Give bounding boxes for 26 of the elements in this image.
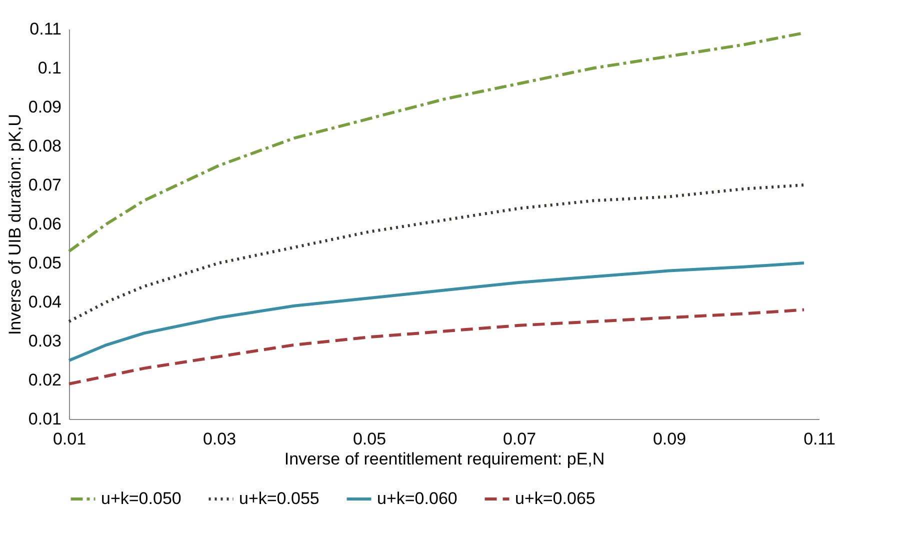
y-tick-label: 0.11	[30, 20, 62, 38]
y-tick-label: 0.03	[28, 332, 62, 350]
x-tick-label: 0.11	[804, 430, 836, 448]
x-tick-label: 0.05	[352, 430, 386, 448]
y-tick-label: 0.06	[28, 214, 62, 234]
legend-label: u+k=0.060	[377, 489, 458, 508]
legend-label: u+k=0.055	[239, 489, 320, 508]
y-tick-label: 0.05	[28, 254, 62, 272]
x-axis-title: Inverse of reentitlement requirement: pE,N	[284, 450, 605, 468]
x-tick-label: 0.01	[52, 430, 86, 448]
y-axis-title: Inverse of UIB duration: pK,U	[5, 114, 24, 336]
x-tick-label: 0.09	[652, 430, 686, 448]
x-tick-label: 0.03	[202, 430, 236, 448]
y-tick-label: 0.09	[28, 98, 62, 116]
x-tick-label: 0.07	[502, 430, 536, 448]
line-series	[68, 308, 806, 386]
y-tick-label: 0.04	[28, 292, 62, 312]
line-series	[68, 184, 806, 323]
y-tick-label: 0.01	[28, 410, 62, 428]
legend-label: u+k=0.065	[515, 489, 596, 508]
legend-label: u+k=0.050	[101, 489, 182, 508]
y-tick-label: 0.1	[38, 58, 62, 78]
y-tick-label: 0.02	[28, 370, 62, 390]
y-tick-label: 0.07	[28, 176, 62, 194]
line-series	[68, 262, 806, 362]
y-tick-label: 0.08	[28, 136, 62, 156]
